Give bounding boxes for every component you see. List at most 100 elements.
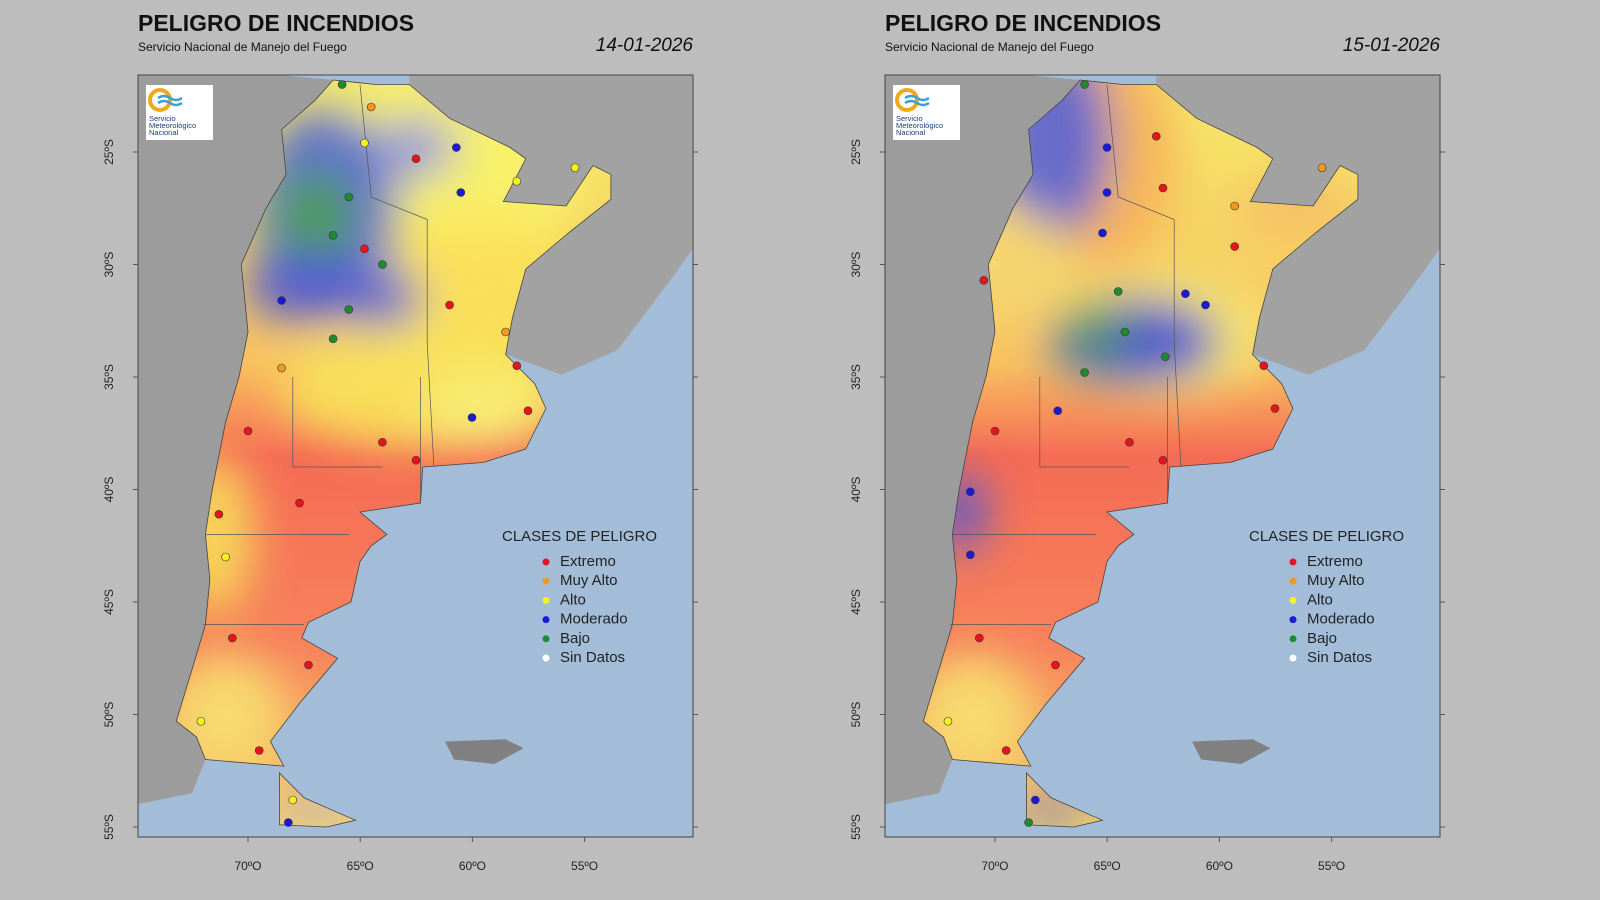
station	[378, 260, 387, 269]
province-border	[1039, 377, 1130, 468]
legend-swatch	[542, 577, 550, 585]
map-panel: PELIGRO DE INCENDIOS Servicio Nacional de…	[849, 10, 1445, 873]
logo-text: Meteorológico	[896, 121, 943, 130]
logo-box	[146, 85, 213, 140]
lat-label: 25ºS	[102, 139, 116, 165]
station	[288, 795, 298, 805]
islands	[445, 739, 524, 764]
lat-label: 25ºS	[849, 139, 863, 165]
station	[1230, 242, 1239, 251]
station	[1024, 818, 1033, 827]
station	[277, 363, 286, 373]
legend-label: Moderado	[560, 611, 628, 628]
station	[366, 102, 376, 112]
station	[456, 188, 466, 197]
logo-mark	[904, 94, 930, 107]
station	[1259, 361, 1269, 371]
neighbor-land	[409, 75, 693, 375]
station	[1120, 327, 1130, 337]
station	[344, 192, 354, 202]
map-frame	[884, 74, 1441, 838]
lat-label: 40ºS	[849, 477, 863, 503]
lon-label: 60ºO	[459, 859, 486, 873]
station	[228, 633, 237, 643]
station	[243, 426, 253, 436]
station	[304, 660, 313, 670]
country-outline	[278, 772, 357, 828]
logo-mark	[148, 88, 172, 112]
station	[344, 305, 354, 314]
station	[966, 487, 975, 497]
lon-label: 70ºO	[234, 859, 261, 873]
station	[1181, 289, 1190, 299]
station	[1098, 228, 1107, 238]
station	[501, 327, 510, 337]
legend-swatch	[542, 635, 550, 643]
station	[1125, 437, 1134, 447]
legend-swatch	[542, 616, 550, 624]
station	[1230, 201, 1239, 211]
logo-text: Nacional	[896, 128, 926, 137]
legend-label: Muy Alto	[560, 572, 618, 589]
station	[328, 334, 338, 344]
legend-swatch	[542, 596, 550, 604]
station	[467, 413, 477, 422]
legend-label: Extremo	[560, 553, 616, 570]
station	[360, 138, 369, 148]
lon-label: 60ºO	[1206, 859, 1233, 873]
map-body	[138, 75, 693, 837]
station	[284, 818, 293, 827]
legend-label: Alto	[1307, 591, 1333, 608]
map-subtitle: Servicio Nacional de Manejo del Fuego	[885, 40, 1094, 54]
station	[990, 426, 1000, 436]
map-subtitle: Servicio Nacional de Manejo del Fuego	[138, 40, 347, 54]
legend-swatch	[1289, 654, 1297, 662]
station	[221, 552, 230, 562]
lat-label: 30ºS	[102, 252, 116, 278]
logo-text: Servicio	[149, 114, 176, 123]
legend-label: Bajo	[560, 630, 590, 647]
lon-label: 55ºO	[571, 859, 598, 873]
station	[411, 455, 421, 465]
station	[1158, 183, 1168, 193]
map-body	[885, 75, 1440, 837]
islands	[1192, 739, 1271, 764]
station	[1201, 300, 1210, 310]
legend-label: Sin Datos	[560, 649, 625, 666]
station	[1102, 143, 1112, 152]
station	[411, 154, 421, 164]
lat-label: 50ºS	[849, 702, 863, 728]
lon-label: 65ºO	[347, 859, 374, 873]
station	[295, 498, 304, 508]
legend-swatch	[1289, 596, 1297, 604]
lon-label: 70ºO	[981, 859, 1008, 873]
map-date: 15-01-2026	[1343, 35, 1441, 56]
country-outline	[175, 79, 612, 767]
logo-box	[893, 85, 960, 140]
station	[337, 80, 347, 89]
station	[445, 300, 454, 310]
station	[1151, 131, 1161, 141]
station	[360, 244, 369, 254]
legend-label: Bajo	[1307, 630, 1337, 647]
station	[214, 509, 224, 519]
station	[1158, 455, 1168, 465]
station	[1160, 352, 1170, 362]
station	[512, 176, 522, 186]
country-outline	[1025, 772, 1104, 828]
station	[1001, 746, 1011, 755]
logo-mark	[895, 88, 919, 112]
map-panel: PELIGRO DE INCENDIOS Servicio Nacional de…	[102, 10, 698, 873]
lat-label: 55ºS	[849, 814, 863, 840]
legend-label: Moderado	[1307, 611, 1375, 628]
station	[943, 716, 953, 726]
station	[452, 143, 461, 152]
station	[1051, 660, 1060, 670]
province-border	[359, 84, 435, 468]
legend-label: Alto	[560, 591, 586, 608]
station	[1102, 188, 1112, 197]
station	[1080, 80, 1089, 89]
station	[1317, 163, 1327, 173]
map-date: 14-01-2026	[596, 35, 694, 56]
